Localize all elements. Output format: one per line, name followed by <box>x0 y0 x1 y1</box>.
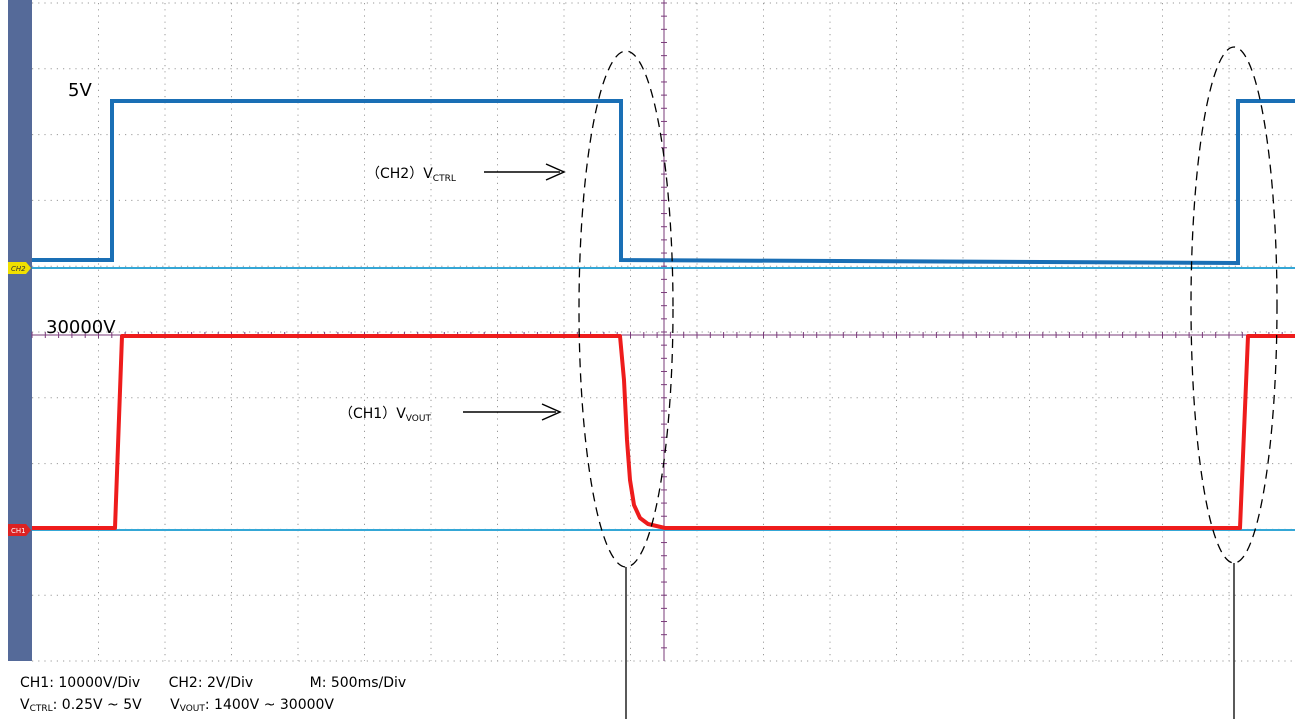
ctrl-range-text: : 0.25V ~ 5V <box>52 697 142 713</box>
ch1-marker[interactable]: CH1 <box>8 524 31 536</box>
ch2-level-label: 5V <box>68 80 92 101</box>
ch2-name-prefix: （CH2）V <box>366 166 433 182</box>
vout-range: VVOUT: 1400V ~ 30000V <box>170 697 334 714</box>
ch1-name-sub: VOUT <box>406 414 432 424</box>
ch1-name-label: （CH1）VVOUT <box>339 406 431 424</box>
ch2-marker-label: CH2 <box>11 265 26 273</box>
vout-range-text: : 1400V ~ 30000V <box>204 697 334 713</box>
vout-range-sub: VOUT <box>179 704 205 714</box>
ctrl-range-prefix: V <box>20 697 30 713</box>
ch2-trace <box>32 99 1295 266</box>
ch2-name-sub: CTRL <box>433 174 456 184</box>
ch2-scale: CH2: 2V/Div <box>168 675 254 691</box>
ctrl-range-sub: CTRL <box>29 704 53 714</box>
grid <box>31 0 1295 662</box>
time-scale: M: 500ms/Div <box>309 675 407 691</box>
ch1-scale: CH1: 10000V/Div <box>20 675 141 691</box>
ch2-marker[interactable]: CH2 <box>8 262 31 274</box>
falling-edge-highlight <box>578 50 674 568</box>
vout-range-prefix: V <box>170 697 180 713</box>
scale-info-line: CH1: 10000V/Div CH2: 2V/Div M: 500ms/Div <box>20 675 406 691</box>
ch1-name-prefix: （CH1）V <box>339 406 406 422</box>
ch2-name-label: （CH2）VCTRL <box>366 166 456 184</box>
ctrl-range: VCTRL: 0.25V ~ 5V <box>20 697 142 714</box>
ch2-arrow <box>484 163 566 181</box>
range-info-line: VCTRL: 0.25V ~ 5V VVOUT: 1400V ~ 30000V <box>20 697 334 714</box>
rising-edge-highlight <box>1190 46 1278 564</box>
ch1-marker-label: CH1 <box>11 527 26 535</box>
ch1-arrow <box>463 403 562 421</box>
ch1-trace <box>32 334 1295 530</box>
left-status-bar <box>8 0 32 661</box>
ch1-level-label: 30000V <box>46 317 116 338</box>
